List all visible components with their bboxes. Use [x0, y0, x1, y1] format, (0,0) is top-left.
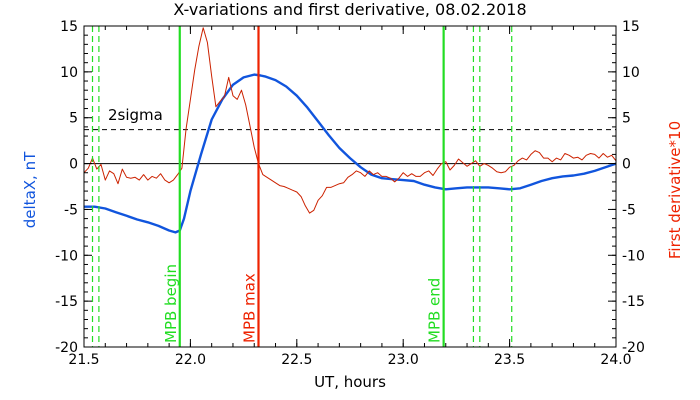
- y-tick-label-right: -20: [622, 340, 645, 356]
- x-tick-label: 22.0: [175, 352, 206, 368]
- y-tick-label-right: -15: [622, 294, 645, 310]
- x-tick-label: 24.0: [600, 352, 631, 368]
- axes: 21.5 22.0 22.5 23.0 23.5 24.0 15 15 10 10 5 5 0 0 -5 -5…: [55, 19, 645, 368]
- y-tick-label-right: -10: [622, 248, 645, 264]
- plot-frame: [83, 25, 617, 348]
- x-tick-label: 23.5: [494, 352, 525, 368]
- chart-title: X-variations and first derivative, 08.02…: [173, 0, 526, 19]
- x-tick-label: 21.5: [68, 352, 99, 368]
- threshold-label: 2sigma: [108, 106, 163, 124]
- marker-label-mpb-max: MPB max: [240, 273, 258, 343]
- marker-label-mpb-end: MPB end: [426, 278, 444, 343]
- y-tick-label-right: -5: [622, 202, 636, 218]
- y-tick-label-left: -15: [55, 294, 78, 310]
- series-line-deltaX: [84, 73, 617, 234]
- marker-label-mpb-begin: MPB begin: [162, 264, 180, 343]
- reference-lines: [84, 129, 616, 165]
- x-tick-label: 23.0: [388, 352, 419, 368]
- series-layer: [83, 27, 617, 234]
- y-axis-label-left: deltaX, nT: [21, 151, 39, 228]
- y-tick-label-left: -5: [64, 202, 78, 218]
- y-tick-label-right: 0: [622, 157, 631, 173]
- y-tick-label-left: -20: [55, 340, 78, 356]
- event-markers: MPB begin MPB max MPB end: [91, 26, 513, 347]
- y-tick-label-left: -10: [55, 248, 78, 264]
- x-axis-label: UT, hours: [314, 373, 386, 391]
- y-tick-label-left: 0: [69, 157, 78, 173]
- y-tick-label-right: 10: [622, 65, 640, 81]
- x-tick-label: 22.5: [281, 352, 312, 368]
- y-tick-label-left: 15: [60, 19, 78, 35]
- y-tick-label-left: 5: [69, 111, 78, 127]
- y-tick-label-right: 5: [622, 111, 631, 127]
- y-tick-label-left: 10: [60, 65, 78, 81]
- y-axis-label-right: First derivative*10: [666, 121, 684, 259]
- y-tick-label-right: 15: [622, 19, 640, 35]
- series-line-derivative: [83, 27, 617, 214]
